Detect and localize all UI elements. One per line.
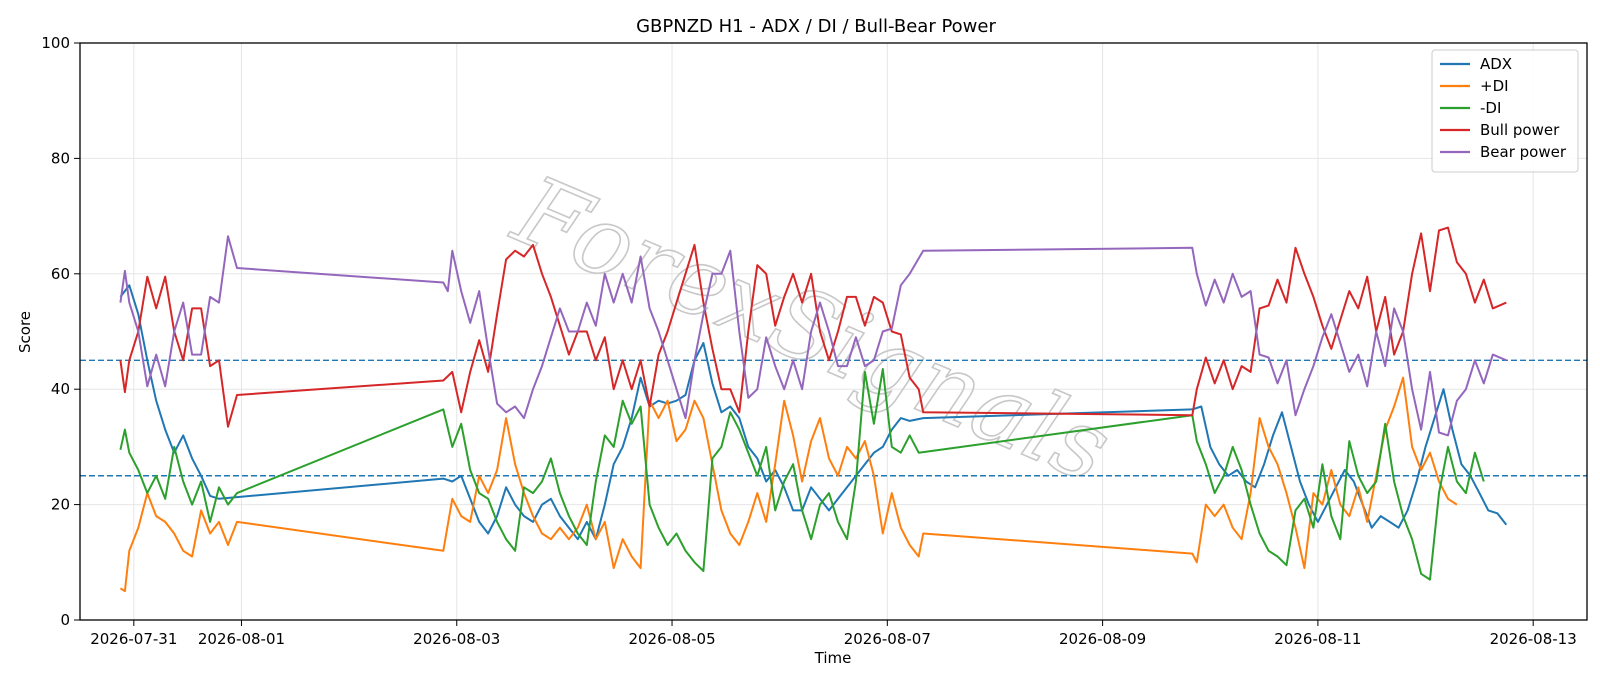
series-line-di (119, 376, 1458, 593)
plot-frame (79, 42, 1588, 621)
legend-label: Bull power (1480, 121, 1560, 139)
y-tick-label: 20 (51, 496, 70, 514)
legend-box (1431, 49, 1579, 173)
x-tick-label: 2026-08-07 (844, 630, 931, 648)
y-tick-label: 80 (51, 149, 70, 167)
x-tick-label: 2026-07-31 (90, 630, 177, 648)
x-tick-label: 2026-08-03 (413, 630, 500, 648)
y-tick-label: 60 (51, 265, 70, 283)
x-tick-label: 2026-08-01 (198, 630, 285, 648)
series-line-bull-power (119, 226, 1507, 428)
y-tick-label: 0 (60, 611, 70, 629)
reference-lines (80, 359, 1587, 477)
legend-label: -DI (1480, 99, 1501, 117)
x-tick-label: 2026-08-11 (1274, 630, 1361, 648)
x-tick-label: 2026-08-09 (1059, 630, 1146, 648)
y-tick-label: 40 (51, 380, 70, 398)
y-axis-title: Score (16, 311, 34, 353)
x-tick-label: 2026-08-13 (1490, 630, 1577, 648)
legend-label: Bear power (1480, 143, 1567, 161)
legend-label: +DI (1480, 77, 1509, 95)
x-axis-title: Time (814, 649, 852, 667)
y-axis: 0 20 40 60 80 100 (41, 34, 80, 629)
legend: ADX +DI -DI Bull power Bear power (1431, 49, 1579, 173)
series-line-bear-power (119, 235, 1507, 437)
legend-label: ADX (1480, 55, 1512, 73)
y-tick-label: 100 (41, 34, 70, 52)
x-axis: 2026-07-31 2026-08-01 2026-08-03 2026-08-05… (90, 620, 1577, 648)
chart-title: GBPNZD H1 - ADX / DI / Bull-Bear Power (636, 16, 996, 37)
x-tick-label: 2026-08-05 (628, 630, 715, 648)
series-layer (119, 226, 1508, 593)
series-line-di (119, 368, 1485, 581)
series-line-adx (119, 284, 1508, 541)
